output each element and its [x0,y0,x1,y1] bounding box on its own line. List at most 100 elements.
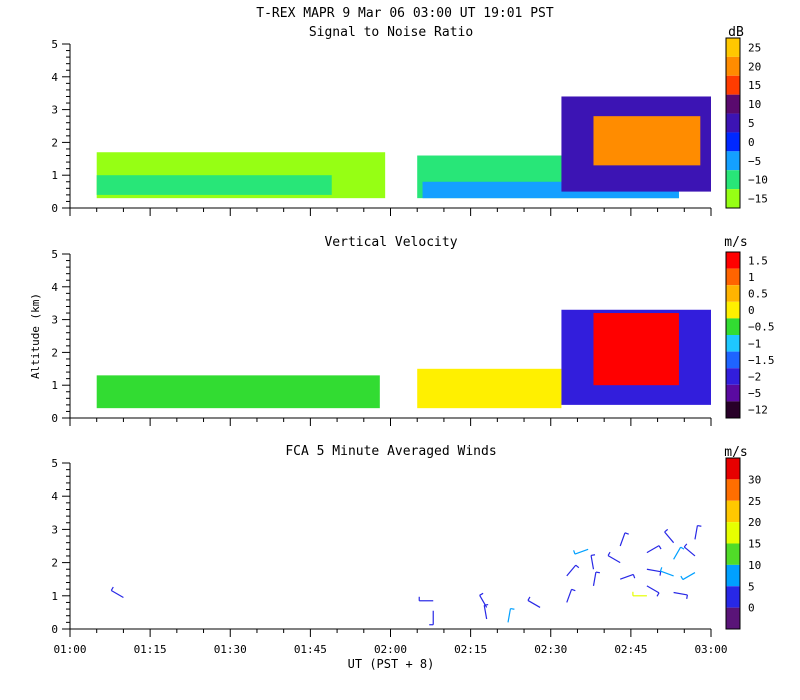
colorbar-label: −15 [748,193,768,206]
colorbar-swatch [726,132,740,152]
colorbar-swatch [726,522,740,544]
colorbar-label: 1.5 [748,254,768,267]
colorbar-label: −12 [748,404,768,417]
wind-vector [673,546,682,560]
colorbar-label: 0 [748,136,755,149]
wind-vector [646,568,661,573]
colorbar-label: −0.5 [748,321,775,334]
heatmap-region [593,313,679,386]
y-tick-label: 2 [51,557,58,570]
colorbar-swatch [726,607,740,629]
colorbar-swatch [726,301,740,319]
wind-vector [632,574,636,579]
colorbar-swatch [726,479,740,501]
figure-title: T-REX MAPR 9 Mar 06 03:00 UT 19:01 PST [256,6,554,21]
heatmap-region [593,116,701,166]
colorbar-swatch [726,268,740,286]
wind-vector [566,589,573,603]
colorbar-swatch [726,285,740,302]
y-tick-label: 4 [51,281,58,294]
wind-vector [619,573,634,580]
wind-vector [673,591,688,596]
colorbar-label: 20 [748,516,761,529]
colorbar-swatch [726,543,740,565]
wind-vector [664,528,669,533]
wind-vector [595,571,600,574]
wind-vector [483,605,488,620]
wind-vector [646,545,660,554]
colorbar-label: −5 [748,155,761,168]
wind-vector [658,545,662,550]
colorbar-label: −1 [748,337,761,350]
colorbar-unit: dB [728,25,744,40]
colorbar-frame [725,457,741,630]
wind-vector [110,586,114,591]
x-tick-label: 02:15 [454,643,487,656]
wind-vector [607,551,611,556]
colorbar-label: 5 [748,580,755,593]
wind-vector [527,596,531,601]
wind-vector [110,589,124,598]
wind-vector [510,607,515,610]
panel-title: Signal to Noise Ratio [309,25,473,40]
y-tick-label: 4 [51,490,58,503]
colorbar-swatch [726,351,740,369]
heatmap-region [96,175,332,195]
colorbar-label: −10 [748,174,768,187]
colorbar-label: 1 [748,271,755,284]
colorbar-label: 15 [748,79,761,92]
y-tick-label: 0 [51,623,58,636]
y-tick-label: 2 [51,136,58,149]
colorbar-label: 0 [748,304,755,317]
colorbar-swatch [726,335,740,352]
wind-vector [646,585,660,594]
wind-vector [592,571,597,586]
x-axis-label: UT (PST + 8) [348,657,435,671]
colorbar-swatch [726,318,740,335]
colorbar-swatch [726,56,740,76]
wind-vector [479,592,484,596]
wind-vector [682,572,696,581]
y-tick-label: 5 [51,38,58,51]
wind-vector [575,564,580,569]
y-tick-label: 4 [51,71,58,84]
colorbar-swatch [726,189,740,208]
colorbar-label: 20 [748,60,761,73]
y-tick-label: 5 [51,457,58,470]
wind-vector [607,555,621,564]
colorbar-swatch [726,170,740,190]
y-tick-label: 0 [51,412,58,425]
colorbar-swatch [726,113,740,133]
wind-vector [571,588,576,592]
colorbar-swatch [726,564,740,587]
colorbar-label: −5 [748,387,761,400]
colorbar-label: 25 [748,495,761,508]
wind-vector [694,525,698,540]
y-tick-label: 1 [51,590,58,603]
colorbar-swatch [726,384,740,402]
chart-panel-3: 0 1 2 3 4 5 01:00 01:15 01:30 01:45 02:00 02:15 02:3… [51,444,761,656]
wind-vector [683,546,696,557]
wind-vector [619,532,626,547]
colorbar-label: 30 [748,473,761,486]
y-tick-label: 0 [51,202,58,215]
colorbar-unit: m/s [724,235,747,250]
wind-vector [659,567,663,572]
y-tick-label: 3 [51,104,58,117]
wind-vector [664,531,675,544]
chart-panel-1: 0 1 2 3 4 5 Signal to Noise Ratio 25 20 15 10 5 0 −5 −… [51,25,768,216]
wind-vector [527,599,541,608]
colorbar-label: 0.5 [748,288,768,301]
colorbar-swatch [726,252,740,269]
y-tick-label: 2 [51,346,58,359]
x-tick-label: 01:00 [53,643,86,656]
y-tick-label: 1 [51,379,58,392]
wind-vector [574,548,589,555]
colorbar-swatch [726,38,740,57]
colorbar-swatch [726,458,740,480]
colorbar-unit: m/s [724,445,747,460]
wind-vector [573,550,576,555]
colorbar-swatch [726,500,740,523]
wind-vector [683,543,688,548]
